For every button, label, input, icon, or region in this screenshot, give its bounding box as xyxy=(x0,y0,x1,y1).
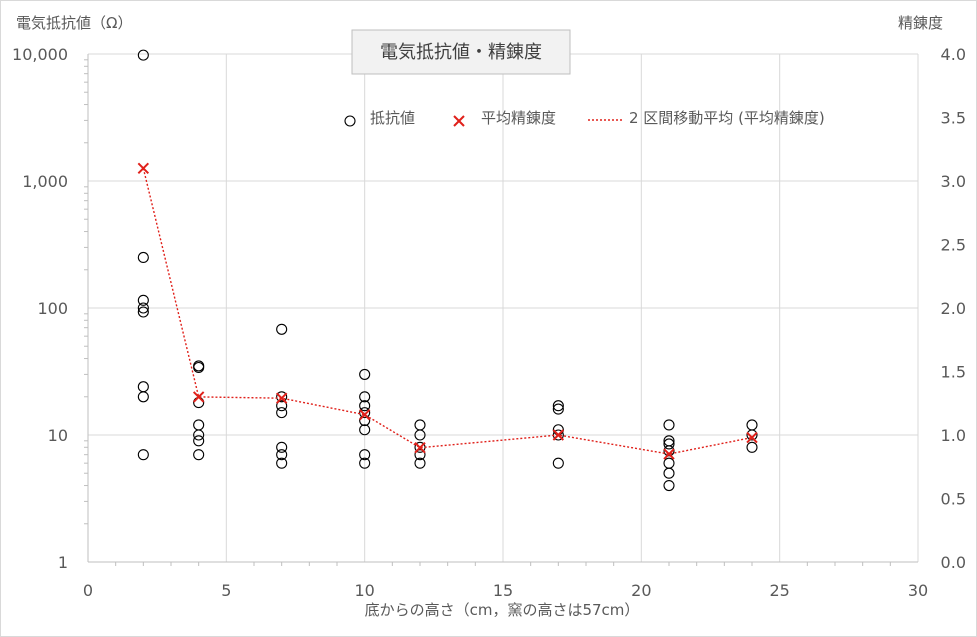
y-right-tick-label: 3.0 xyxy=(941,172,966,191)
x-marker-stroke xyxy=(192,391,205,403)
y-axis-right-title: 精錬度 xyxy=(898,14,943,32)
x-tick-label: 15 xyxy=(493,581,513,600)
resistance-point xyxy=(276,407,288,419)
x-tick-label: 25 xyxy=(769,581,789,600)
x-tick-label: 30 xyxy=(908,581,928,600)
resistance-point xyxy=(137,449,149,461)
x-tick-label: 5 xyxy=(221,581,231,600)
resistance-point xyxy=(193,429,205,441)
chart-title-background xyxy=(351,29,571,75)
resistance-point xyxy=(359,424,371,436)
legend-label-moving-average: 2 区間移動平均 (平均精錬度) xyxy=(629,109,825,127)
mean-refining-point xyxy=(414,441,426,454)
resistance-point xyxy=(663,467,675,479)
resistance-point xyxy=(137,306,149,318)
x-tick-label: 10 xyxy=(354,581,374,600)
resistance-point xyxy=(193,361,205,374)
legend-x-marker xyxy=(453,115,465,127)
resistance-point xyxy=(552,457,564,469)
plot-series xyxy=(137,49,758,492)
resistance-point xyxy=(663,479,675,492)
resistance-point xyxy=(137,302,149,314)
mean-refining-point xyxy=(552,429,565,441)
mean-refining-point xyxy=(192,391,205,403)
resistance-point xyxy=(193,435,205,447)
y-right-tick-label: 2.5 xyxy=(941,236,966,255)
resistance-point xyxy=(414,449,426,461)
mean-refining-point xyxy=(663,448,675,460)
mean-refining-point xyxy=(137,162,150,175)
x-axis-title: 底からの高さ（cm，窯の高さは57cm） xyxy=(365,601,640,619)
resistance-point xyxy=(276,323,288,335)
legend-label-resistance: 抵抗値 xyxy=(370,109,415,127)
y-right-tick-label: 0.0 xyxy=(941,553,966,572)
y-right-tick-label: 1.0 xyxy=(941,426,966,445)
mean-refining-point xyxy=(275,392,288,404)
mean-refining-point xyxy=(358,408,371,421)
moving-average-line xyxy=(142,168,753,455)
x-marker-stroke xyxy=(663,448,675,460)
resistance-point xyxy=(552,400,564,412)
resistance-point xyxy=(663,438,675,450)
resistance-point xyxy=(276,457,288,469)
resistance-point xyxy=(359,449,371,461)
resistance-point xyxy=(359,391,371,403)
resistance-point xyxy=(137,49,149,61)
y-right-tick-label: 1.5 xyxy=(941,363,966,382)
y-left-tick-label: 100 xyxy=(37,299,68,318)
resistance-point xyxy=(137,251,149,264)
resistance-point xyxy=(552,403,564,415)
y-right-tick-label: 2.0 xyxy=(941,299,966,318)
legend-circle-marker xyxy=(344,115,356,127)
resistance-point xyxy=(746,441,758,453)
resistance-point xyxy=(137,391,149,403)
y-right-tick-label: 0.5 xyxy=(941,490,966,509)
resistance-point xyxy=(276,441,288,453)
resistance-point xyxy=(359,407,371,419)
gridlines xyxy=(87,53,919,563)
mean-refining-point xyxy=(746,431,758,444)
y-left-tick-label: 10,000 xyxy=(12,45,68,64)
y-axis-left-title: 電気抵抗値（Ω） xyxy=(16,14,132,32)
resistance-point xyxy=(359,368,371,380)
y-left-tick-label: 10 xyxy=(48,426,68,445)
y-right-tick-label: 3.5 xyxy=(941,109,966,128)
axes: 0 5 10 15 20 25 30 1 10 100 1,000 10,000 0.0 0.5 1.0 1.… xyxy=(12,45,966,600)
x-marker-stroke xyxy=(746,431,758,444)
x-tick-label: 0 xyxy=(83,581,93,600)
x-marker-stroke xyxy=(358,408,371,421)
resistance-point xyxy=(276,391,288,403)
chart-title-box: 電気抵抗値・精錬度 xyxy=(351,29,571,75)
resistance-point xyxy=(414,457,426,469)
resistance-point xyxy=(359,400,371,412)
resistance-point xyxy=(663,445,675,457)
resistance-point xyxy=(663,419,675,431)
x-marker-stroke xyxy=(275,392,288,404)
x-marker-stroke xyxy=(414,441,426,454)
resistance-point xyxy=(414,429,426,441)
resistance-point xyxy=(137,294,149,306)
resistance-point xyxy=(276,449,288,461)
resistance-point xyxy=(359,457,371,469)
x-tick-label: 20 xyxy=(631,581,651,600)
y-left-tick-label: 1 xyxy=(58,553,68,572)
y-right-tick-label: 4.0 xyxy=(941,45,966,64)
resistance-point xyxy=(276,400,288,412)
resistance-point xyxy=(746,429,758,441)
y-left-tick-label: 1,000 xyxy=(22,172,68,191)
x-marker-stroke xyxy=(137,162,150,175)
chart-title: 電気抵抗値・精錬度 xyxy=(380,42,542,63)
legend: 抵抗値 平均精錬度 2 区間移動平均 (平均精錬度) xyxy=(344,109,825,127)
resistance-point xyxy=(193,449,205,461)
x-marker-stroke xyxy=(552,429,565,441)
legend-label-mean-refining: 平均精錬度 xyxy=(481,109,556,127)
